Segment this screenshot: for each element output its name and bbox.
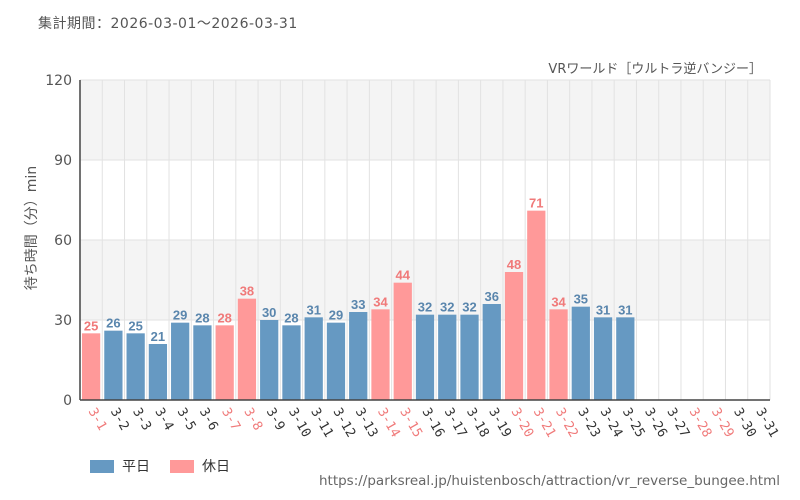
data-label: 25 xyxy=(128,318,142,333)
data-label: 31 xyxy=(618,302,632,317)
bar xyxy=(326,322,346,400)
source-url: https://parksreal.jp/huistenbosch/attrac… xyxy=(318,473,780,489)
x-tick-label: 3-2 xyxy=(107,406,132,434)
data-label: 32 xyxy=(440,300,454,315)
data-label: 28 xyxy=(195,310,209,325)
grid-band xyxy=(80,240,770,320)
data-label: 38 xyxy=(240,284,254,299)
y-tick-label: 90 xyxy=(54,153,72,169)
bar xyxy=(282,325,301,400)
y-tick-label: 60 xyxy=(54,233,72,249)
x-tick-label: 3-1 xyxy=(85,406,110,434)
x-tick-label: 3-6 xyxy=(196,406,221,434)
data-label: 29 xyxy=(173,308,187,323)
legend-label-holiday: 休日 xyxy=(202,459,230,475)
legend-swatch-weekday xyxy=(90,459,114,473)
bar xyxy=(482,304,501,400)
data-label: 34 xyxy=(373,294,388,309)
bar xyxy=(593,317,613,400)
legend: 平日 休日 xyxy=(90,456,230,476)
data-label: 32 xyxy=(462,300,476,315)
bar xyxy=(415,314,435,400)
legend-swatch-holiday xyxy=(170,459,194,473)
x-tick-label: 3-31 xyxy=(752,406,781,441)
data-label: 26 xyxy=(106,316,120,331)
data-label: 35 xyxy=(574,292,588,307)
bar xyxy=(616,317,635,400)
data-label: 30 xyxy=(262,305,276,320)
data-label: 31 xyxy=(306,302,320,317)
period-label: 集計期間：2026-03-01～2026-03-31 xyxy=(38,16,298,32)
bar xyxy=(304,317,323,400)
chart-title: VRワールド［ウルトラ逆バンジー］ xyxy=(548,62,762,77)
x-tick-label: 3-9 xyxy=(263,406,288,434)
bar xyxy=(237,298,257,400)
bar xyxy=(126,333,145,400)
bar xyxy=(148,344,168,400)
data-label: 71 xyxy=(529,196,543,211)
bar xyxy=(527,210,546,400)
bar xyxy=(460,314,479,400)
x-tick-label: 3-8 xyxy=(240,406,265,434)
y-tick-label: 120 xyxy=(45,73,72,89)
data-label: 34 xyxy=(551,294,566,309)
legend-item-weekday: 平日 xyxy=(90,456,150,476)
bar xyxy=(371,309,390,400)
legend-item-holiday: 休日 xyxy=(170,456,230,476)
x-tick-label: 3-4 xyxy=(151,406,176,434)
data-label: 44 xyxy=(396,268,411,283)
x-tick-label: 3-3 xyxy=(129,406,154,434)
data-label: 33 xyxy=(351,297,365,312)
data-label: 32 xyxy=(418,300,432,315)
data-label: 31 xyxy=(596,302,610,317)
bar xyxy=(104,330,123,400)
data-label: 36 xyxy=(485,289,499,304)
x-tick-label: 3-7 xyxy=(218,406,243,434)
data-label: 21 xyxy=(151,329,165,344)
data-label: 28 xyxy=(284,310,298,325)
bar xyxy=(193,325,212,400)
x-tick-label: 3-5 xyxy=(174,406,199,434)
bar xyxy=(504,272,524,400)
bar xyxy=(393,282,412,400)
bar xyxy=(549,309,568,400)
bar xyxy=(171,322,190,400)
y-tick-label: 30 xyxy=(54,313,72,329)
bar xyxy=(571,306,590,400)
data-label: 29 xyxy=(329,308,343,323)
data-label: 48 xyxy=(507,257,521,272)
grid-band xyxy=(80,80,770,160)
y-tick-label: 0 xyxy=(63,393,72,409)
data-label: 28 xyxy=(217,310,231,325)
bar xyxy=(215,325,234,400)
bar xyxy=(438,314,457,400)
bar xyxy=(260,320,279,400)
data-label: 25 xyxy=(84,318,98,333)
legend-label-weekday: 平日 xyxy=(122,459,150,475)
bar xyxy=(349,312,368,400)
bar xyxy=(82,333,101,400)
